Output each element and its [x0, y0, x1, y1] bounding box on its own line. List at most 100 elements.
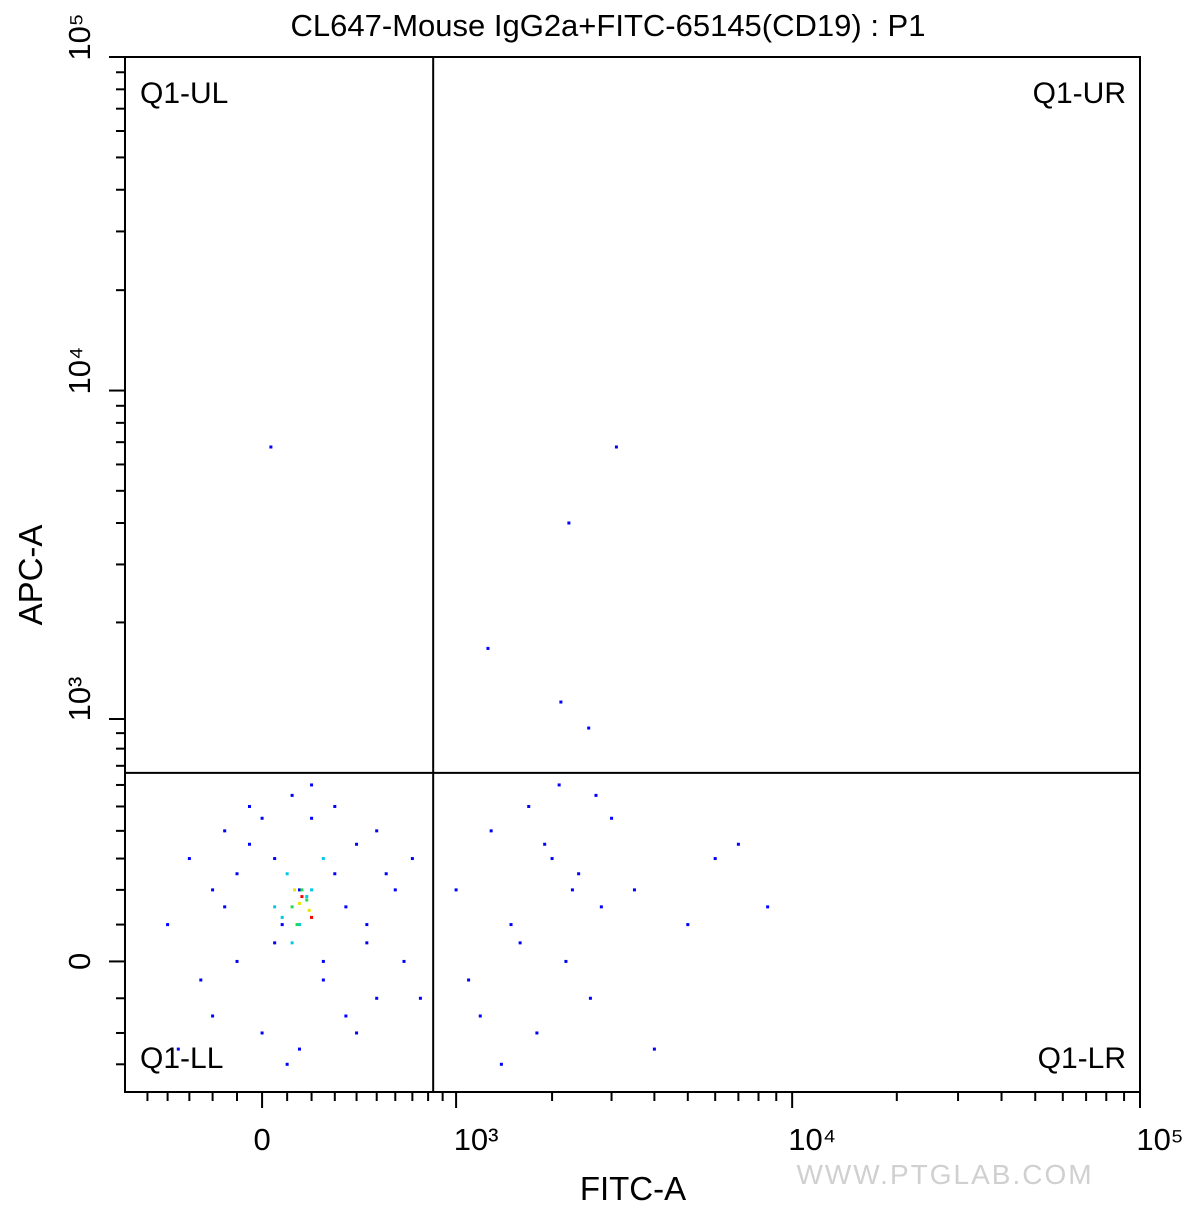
x-axis-label: FITC-A: [580, 1170, 686, 1207]
data-point: [599, 905, 603, 909]
data-point: [509, 923, 513, 927]
data-point: [300, 895, 304, 899]
data-point: [297, 888, 301, 892]
data-point: [211, 1014, 215, 1018]
data-point: [486, 646, 490, 650]
data-point: [570, 888, 574, 892]
data-point: [344, 905, 348, 909]
data-point: [235, 872, 239, 876]
data-point: [355, 1031, 359, 1035]
data-point: [557, 783, 561, 787]
data-point: [176, 1047, 180, 1051]
data-point: [766, 905, 770, 909]
data-point: [467, 978, 471, 982]
data-point: [305, 898, 309, 902]
data-point: [297, 1047, 301, 1051]
data-point: [305, 895, 309, 899]
data-point: [333, 872, 337, 876]
y-tick-label: 10⁴: [62, 347, 97, 395]
data-point: [375, 829, 379, 833]
data-point: [290, 941, 294, 945]
data-point: [384, 872, 388, 876]
data-point: [489, 829, 493, 833]
data-point: [527, 804, 531, 808]
data-point: [290, 905, 294, 909]
data-point: [273, 905, 277, 909]
data-point: [280, 923, 284, 927]
watermark: WWW.PTGLAB.COM: [796, 1159, 1093, 1190]
data-point: [402, 959, 406, 963]
data-point: [499, 1062, 503, 1066]
data-point: [559, 700, 563, 704]
x-tick-label: 10⁵: [1136, 1122, 1183, 1157]
plot-frame: [124, 56, 1141, 1093]
data-point: [632, 888, 636, 892]
quadrant-label: Q1-LR: [1038, 1042, 1126, 1075]
data-point: [310, 915, 314, 919]
data-point: [223, 829, 227, 833]
data-point: [285, 872, 289, 876]
data-point: [290, 793, 294, 797]
data-point: [418, 996, 422, 1000]
data-point: [295, 923, 299, 927]
data-point: [344, 1014, 348, 1018]
data-point: [518, 941, 522, 945]
x-tick-label: 10⁴: [788, 1122, 836, 1157]
y-tick-label: 10³: [62, 677, 97, 722]
data-point: [333, 804, 337, 808]
data-point: [321, 857, 325, 861]
data-point: [410, 857, 414, 861]
data-point: [273, 941, 277, 945]
data-point: [166, 923, 170, 927]
data-point: [273, 857, 277, 861]
data-point: [736, 842, 740, 846]
data-point: [223, 905, 227, 909]
data-point: [550, 857, 554, 861]
data-point: [211, 888, 215, 892]
data-point: [297, 901, 301, 905]
x-tick-label: 10³: [454, 1122, 499, 1157]
data-point: [280, 915, 284, 919]
data-point: [588, 996, 592, 1000]
data-point: [307, 908, 311, 912]
data-point: [567, 521, 571, 525]
data-point: [321, 978, 325, 982]
data-point: [248, 842, 252, 846]
data-point: [199, 978, 203, 982]
data-point: [310, 816, 314, 820]
y-tick-label: 10⁵: [62, 13, 97, 60]
data-point: [365, 923, 369, 927]
data-point: [652, 1047, 656, 1051]
x-tick-label: 0: [253, 1122, 270, 1157]
data-point: [187, 857, 191, 861]
data-point: [454, 888, 458, 892]
data-point: [478, 1014, 482, 1018]
quadrant-label: Q1-LL: [140, 1042, 223, 1075]
data-point: [594, 793, 598, 797]
data-point: [260, 816, 264, 820]
data-point: [355, 842, 359, 846]
data-point: [321, 959, 325, 963]
data-point: [297, 923, 301, 927]
data-point: [577, 872, 581, 876]
data-point: [248, 804, 252, 808]
data-point: [310, 888, 314, 892]
data-point: [269, 445, 273, 449]
data-point: [300, 888, 304, 892]
data-point: [587, 726, 591, 730]
chart-title: CL647-Mouse IgG2a+FITC-65145(CD19) : P1: [291, 8, 926, 43]
data-point: [235, 959, 239, 963]
data-point: [365, 941, 369, 945]
data-point: [310, 783, 314, 787]
data-point: [375, 996, 379, 1000]
data-point: [260, 1031, 264, 1035]
y-axis-label: APC-A: [12, 525, 49, 626]
data-point: [713, 857, 717, 861]
quadrant-label: Q1-UL: [140, 77, 228, 110]
data-point: [535, 1031, 539, 1035]
quadrant-label: Q1-UR: [1033, 77, 1126, 110]
data-point: [686, 923, 690, 927]
data-point: [564, 959, 568, 963]
data-point: [393, 888, 397, 892]
